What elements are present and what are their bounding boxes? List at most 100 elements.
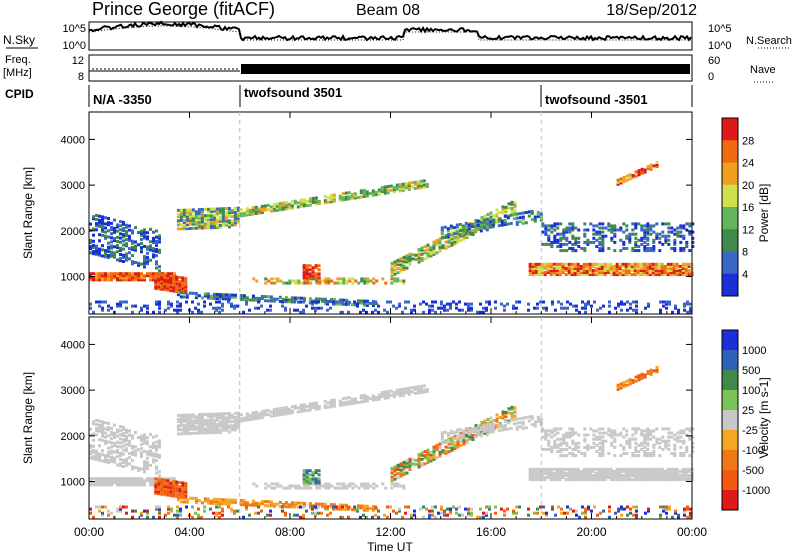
heatmap-cell — [691, 441, 695, 445]
heatmap-cell — [594, 273, 598, 277]
heatmap-cell — [157, 285, 161, 289]
heatmap-cell — [221, 304, 224, 308]
heatmap-cell — [515, 427, 519, 431]
heatmap-cell — [386, 390, 390, 393]
heatmap-cell — [419, 302, 422, 306]
heatmap-cell — [571, 429, 575, 433]
heatmap-cell — [513, 406, 517, 410]
heatmap-cell — [166, 485, 170, 489]
heatmap-cell — [533, 215, 537, 219]
heatmap-cell — [347, 310, 350, 314]
heatmap-cell — [616, 178, 620, 182]
heatmap-cell — [263, 500, 267, 504]
heatmap-cell — [608, 509, 611, 513]
heatmap-cell — [667, 447, 671, 451]
heatmap-cell — [218, 300, 221, 304]
heatmap-cell — [494, 511, 497, 515]
heatmap-cell — [461, 308, 464, 312]
heatmap-cell — [143, 468, 146, 472]
heatmap-cell — [175, 492, 179, 496]
heatmap-cell — [416, 385, 420, 389]
heatmap-cell — [172, 289, 176, 293]
heatmap-cell — [662, 509, 665, 513]
heatmap-cell — [185, 421, 189, 425]
heatmap-cell — [404, 391, 408, 395]
heatmap-cell — [317, 264, 321, 268]
heatmap-cell — [175, 482, 179, 486]
heatmap-cell — [311, 272, 315, 276]
heatmap-cell — [510, 200, 514, 204]
heatmap-cell — [152, 441, 155, 445]
heatmap-cell — [134, 274, 137, 278]
heatmap-cell — [636, 264, 640, 268]
colorbar-tick-label: 24 — [742, 158, 754, 170]
heatmap-cell — [278, 504, 282, 508]
heatmap-cell — [528, 478, 532, 482]
heatmap-cell — [122, 278, 125, 282]
heatmap-cell — [488, 424, 492, 428]
heatmap-cell — [407, 390, 411, 394]
heatmap-cell — [172, 281, 176, 285]
heatmap-cell — [512, 306, 515, 310]
heatmap-cell — [586, 228, 590, 232]
heatmap-cell — [672, 469, 676, 473]
heatmap-cell — [471, 228, 475, 232]
heatmap-cell — [194, 294, 198, 297]
heatmap-cell — [408, 457, 412, 461]
heatmap-cell — [646, 230, 650, 234]
heatmap-cell — [668, 507, 671, 511]
heatmap-cell — [152, 255, 155, 259]
heatmap-cell — [128, 234, 131, 238]
heatmap-cell — [157, 279, 161, 282]
heatmap-cell — [661, 427, 665, 431]
heatmap-cell — [209, 425, 213, 428]
heatmap-cell — [402, 471, 406, 475]
heatmap-cell — [588, 471, 592, 475]
heatmap-cell — [181, 491, 185, 495]
heatmap-cell — [624, 262, 628, 266]
heatmap-cell — [642, 467, 646, 471]
heatmap-cell — [230, 420, 234, 424]
heatmap-cell — [131, 245, 134, 249]
heatmap-cell — [131, 444, 134, 448]
heatmap-cell — [636, 478, 640, 482]
heatmap-cell — [221, 295, 225, 299]
heatmap-cell — [209, 296, 213, 300]
heatmap-cell — [390, 268, 394, 272]
heatmap-cell — [533, 422, 537, 426]
heatmap-cell — [687, 264, 691, 268]
heatmap-cell — [386, 515, 389, 519]
heatmap-cell — [461, 230, 465, 234]
heatmap-cell — [227, 213, 231, 217]
heatmap-cell — [233, 426, 237, 430]
heatmap-cell — [308, 301, 312, 305]
heatmap-cell — [503, 513, 506, 517]
heatmap-cell — [602, 304, 605, 308]
heatmap-cell — [89, 483, 92, 487]
heatmap-cell — [470, 308, 473, 312]
heatmap-cell — [678, 476, 682, 479]
heatmap-cell — [197, 218, 201, 222]
heatmap-cell — [670, 226, 674, 230]
heatmap-cell — [224, 217, 228, 221]
heatmap-cell — [383, 394, 387, 398]
heatmap-cell — [565, 447, 569, 451]
heatmap-cell — [672, 273, 676, 277]
heatmap-cell — [624, 469, 628, 473]
heatmap-cell — [476, 227, 480, 231]
heatmap-cell — [689, 306, 692, 310]
heatmap-cell — [619, 443, 623, 447]
heatmap-cell — [657, 476, 661, 479]
heatmap-cell — [89, 446, 92, 450]
heatmap-cell — [630, 467, 634, 471]
heatmap-cell — [485, 505, 488, 509]
heatmap-cell — [164, 308, 167, 312]
heatmap-cell — [203, 216, 207, 220]
heatmap-cell — [137, 261, 140, 265]
heatmap-cell — [488, 300, 491, 304]
freq-label-2: [MHz] — [3, 67, 32, 79]
heatmap-cell — [687, 476, 691, 479]
cpid-label: CPID — [5, 87, 34, 101]
heatmap-cell — [643, 452, 647, 455]
heatmap-cell — [390, 471, 394, 474]
